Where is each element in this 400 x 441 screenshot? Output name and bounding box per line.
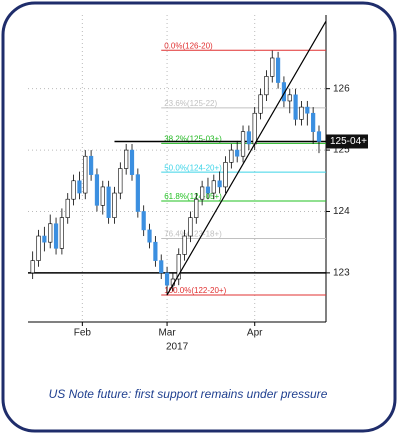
candle-body: [305, 106, 310, 114]
x-tick-label: Mar: [158, 328, 176, 339]
candle-body: [275, 57, 281, 83]
candle-body: [147, 229, 152, 243]
candle-body: [200, 186, 205, 200]
candle-body: [112, 192, 117, 218]
candle-body: [53, 223, 59, 249]
candle-body: [223, 162, 228, 188]
candle-body: [59, 217, 64, 249]
candle-body: [83, 155, 88, 194]
candle-body: [30, 260, 35, 274]
candle-body: [164, 272, 170, 286]
candle-body: [287, 94, 292, 102]
price-box-label: 125-04+: [330, 136, 367, 147]
candle-body: [153, 241, 158, 261]
candle-body: [42, 235, 47, 243]
candle-body: [188, 217, 193, 237]
y-tick-label: 126: [333, 83, 350, 94]
fib-label: 61.8%(124-05+): [164, 192, 222, 201]
candle-body: [77, 180, 82, 194]
candle-body: [264, 76, 269, 96]
candle-body: [129, 149, 135, 175]
x-tick-label: Apr: [247, 328, 263, 339]
price-box: [326, 134, 368, 149]
candle-body: [235, 149, 240, 157]
candle-body: [252, 112, 257, 145]
year-label: 2017: [166, 342, 189, 353]
caption: US Note future: first support remains un…: [49, 387, 328, 401]
candle-body: [299, 106, 304, 120]
candle-body: [281, 82, 287, 102]
fib-label: 50.0%(124-20+): [164, 163, 222, 172]
candle-body: [316, 131, 322, 142]
candle-body: [293, 94, 298, 120]
trendline: [166, 20, 327, 296]
candle-body: [159, 260, 164, 274]
candle-body: [36, 235, 41, 261]
candle-body: [211, 180, 216, 194]
candle-body: [194, 198, 199, 218]
fib-label: 0.0%(126-20): [164, 41, 213, 50]
candle-body: [89, 155, 94, 175]
candle-body: [106, 186, 111, 218]
fib-label: 76.4%(123-18+): [164, 230, 222, 239]
fib-label: 100.0%(122-20+): [164, 286, 226, 295]
candle-body: [118, 168, 123, 194]
y-tick-label: 124: [333, 206, 350, 217]
candle-body: [240, 131, 246, 157]
candle-body: [176, 254, 181, 280]
candle-body: [217, 180, 222, 188]
fib-label: 38.2%(125-03+): [164, 134, 222, 143]
candle-body: [135, 174, 140, 212]
candle-body: [100, 186, 105, 206]
candle-body: [71, 180, 76, 200]
candle-body: [141, 211, 146, 231]
candle-body: [311, 112, 316, 132]
y-tick-label: 125: [333, 145, 350, 156]
fib-label: 23.6%(125-22): [164, 99, 217, 108]
candle-body: [124, 149, 129, 169]
candle-body: [65, 198, 70, 218]
candle-body: [205, 186, 211, 194]
candle-body: [229, 149, 234, 163]
candle-body: [258, 94, 263, 114]
x-tick-label: Feb: [74, 328, 92, 339]
candle-body: [246, 131, 251, 145]
candle-body: [48, 223, 53, 243]
candle-body: [182, 235, 187, 255]
y-tick-label: 123: [333, 268, 350, 279]
candle-body: [94, 174, 100, 206]
candle-body: [270, 57, 275, 77]
